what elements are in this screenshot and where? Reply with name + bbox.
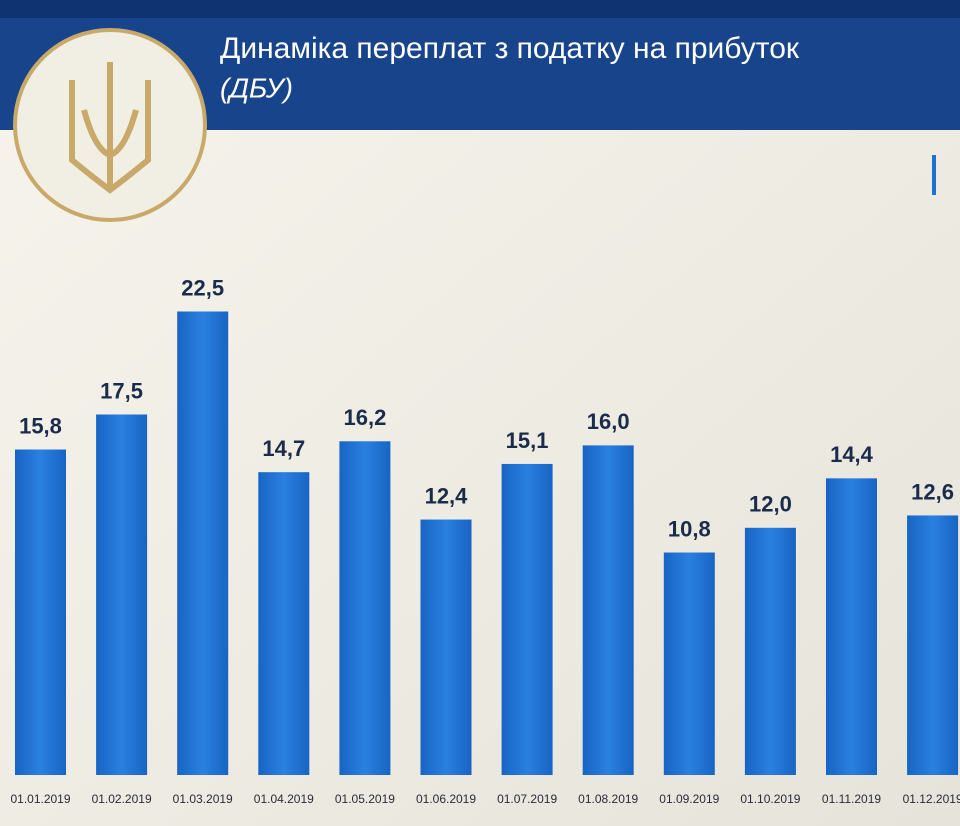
value-label: 22,5 <box>181 275 224 300</box>
bar <box>501 463 553 775</box>
bar <box>826 478 877 775</box>
bar <box>420 519 472 775</box>
bar <box>258 472 310 775</box>
bar <box>15 449 66 775</box>
bar <box>339 441 391 775</box>
value-label: 12,0 <box>749 492 792 517</box>
x-tick-label: 01.08.2019 <box>578 792 638 806</box>
bar <box>907 515 959 775</box>
x-tick-label: 01.06.2019 <box>416 792 476 806</box>
value-label: 17,5 <box>100 378 143 403</box>
value-label: 12,4 <box>425 483 469 508</box>
x-tick-label: 01.04.2019 <box>254 792 314 806</box>
value-label: 16,0 <box>587 409 630 434</box>
header-band <box>0 0 960 130</box>
value-label: 12,6 <box>911 479 954 504</box>
legend-marker <box>932 155 936 195</box>
header-band-top <box>0 0 960 18</box>
emblem-trident <box>69 62 151 194</box>
x-tick-label: 01.03.2019 <box>173 792 233 806</box>
bar <box>582 445 634 775</box>
chart-subtitle: (ДБУ) <box>220 72 293 103</box>
x-tick-label: 01.02.2019 <box>92 792 152 806</box>
bar <box>744 527 796 775</box>
chart-title: Динаміка переплат з податку на прибуток <box>220 32 800 65</box>
value-label: 16,2 <box>343 405 386 430</box>
bar <box>177 311 229 775</box>
x-tick-label: 01.11.2019 <box>822 792 881 806</box>
value-label: 14,7 <box>262 436 305 461</box>
x-tick-label: 01.05.2019 <box>335 792 395 806</box>
x-tick-label: 01.07.2019 <box>497 792 557 806</box>
bar <box>663 552 715 775</box>
bar <box>96 414 148 775</box>
x-tick-label: 01.01.2019 <box>10 792 70 806</box>
value-label: 15,1 <box>506 428 549 453</box>
value-label: 15,8 <box>19 413 62 438</box>
x-tick-label: 01.10.2019 <box>740 792 800 806</box>
value-label: 14,4 <box>830 442 874 467</box>
x-tick-label: 01.12.2019 <box>903 792 960 806</box>
x-tick-label: 01.09.2019 <box>659 792 719 806</box>
value-label: 10,8 <box>668 516 711 541</box>
